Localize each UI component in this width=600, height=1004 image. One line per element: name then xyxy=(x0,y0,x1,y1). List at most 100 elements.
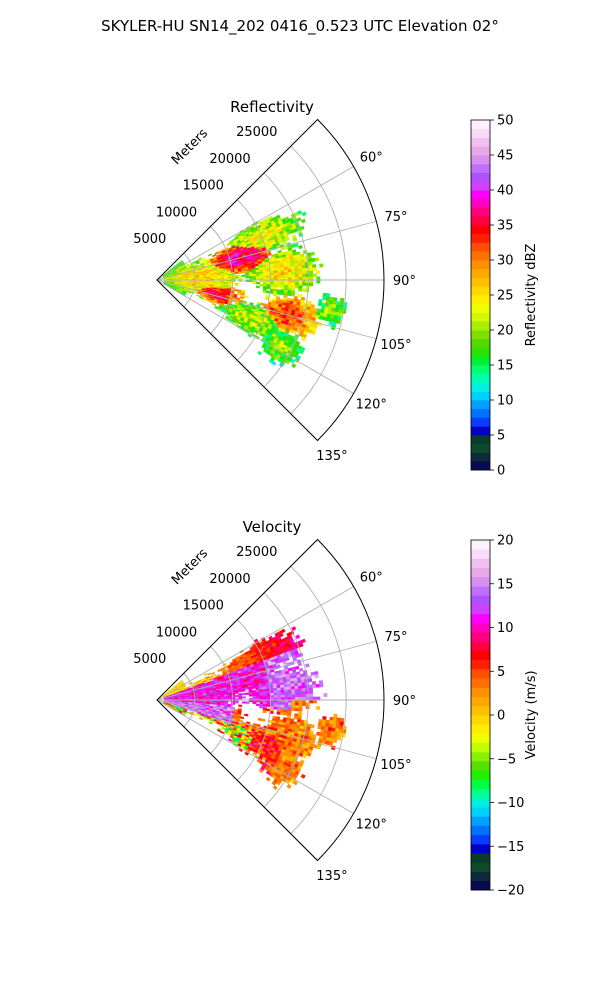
colorbar-segment xyxy=(471,641,490,651)
radar-gate xyxy=(309,268,313,271)
radar-gate xyxy=(301,683,305,686)
reflectivity-colorbar-label: Reflectivity dBZ xyxy=(524,244,539,347)
radar-gate xyxy=(263,274,267,276)
radar-gate xyxy=(288,283,292,286)
colorbar-tick-label: 0 xyxy=(497,709,505,724)
radar-gate xyxy=(231,287,235,289)
radar-gate xyxy=(208,673,212,676)
radial-tick-label: 15000 xyxy=(183,179,224,194)
radar-gate xyxy=(274,691,278,694)
colorbar-segment xyxy=(471,798,490,808)
radar-gate xyxy=(309,688,313,691)
velocity-panel: Velocity Meters 500010000150002000025000… xyxy=(133,518,539,899)
colorbar-tick-label: −5 xyxy=(497,752,516,767)
radar-gate xyxy=(273,786,278,790)
radar-gate xyxy=(317,745,321,749)
radar-gate xyxy=(253,274,257,276)
radar-gate xyxy=(309,694,313,697)
radar-gate xyxy=(235,702,239,704)
radar-gate xyxy=(294,243,298,247)
radar-gate xyxy=(298,245,302,249)
radar-gate xyxy=(306,286,310,289)
radar-gate xyxy=(278,282,282,285)
radar-gate xyxy=(211,672,215,675)
radar-gate xyxy=(267,696,271,698)
radar-gate xyxy=(238,690,242,692)
radar-gate xyxy=(302,283,306,286)
colorbar-segment xyxy=(471,724,490,734)
radar-gate xyxy=(299,668,303,672)
colorbar-tick-label: 35 xyxy=(497,219,514,234)
radar-gate xyxy=(311,724,315,728)
colorbar-tick-label: 5 xyxy=(497,665,505,680)
colorbar-segment xyxy=(471,706,490,716)
colorbar-segment xyxy=(471,853,490,863)
colorbar-segment xyxy=(471,278,490,287)
radar-gate xyxy=(319,680,323,684)
colorbar-segment xyxy=(471,391,490,400)
radar-gate xyxy=(295,272,299,275)
colorbar-tick-label: 25 xyxy=(497,289,514,304)
radar-gate xyxy=(305,664,309,668)
radar-gate xyxy=(253,276,257,278)
radar-gate xyxy=(270,282,274,284)
radar-gate xyxy=(299,283,303,286)
radar-gate xyxy=(310,277,314,280)
colorbar-tick-label: −20 xyxy=(497,884,524,899)
radar-gate xyxy=(308,679,312,683)
radar-gate xyxy=(280,292,284,295)
radar-gate xyxy=(323,293,327,297)
radar-gate xyxy=(274,702,278,704)
radar-gate xyxy=(277,268,281,271)
radar-gate xyxy=(277,273,281,276)
radar-gate xyxy=(277,707,281,710)
colorbar-segment xyxy=(471,260,490,269)
radar-gate xyxy=(288,705,292,708)
radar-gate xyxy=(317,280,321,283)
radar-gate xyxy=(277,688,281,691)
radar-gate xyxy=(334,714,338,718)
radar-gate xyxy=(340,298,344,302)
radar-gate xyxy=(212,674,216,677)
radar-gate xyxy=(291,708,295,711)
colorbar-segment xyxy=(471,752,490,762)
radar-gate xyxy=(295,708,299,711)
radar-gate xyxy=(299,274,303,277)
radar-gate xyxy=(337,736,341,740)
radar-gate xyxy=(253,702,257,704)
colorbar-segment xyxy=(471,216,490,225)
colorbar-tick-label: 30 xyxy=(497,254,514,269)
radial-tick-label: 5000 xyxy=(133,232,166,247)
angular-tick-label: 135° xyxy=(316,449,347,464)
radar-gate xyxy=(302,289,306,292)
colorbar-segment xyxy=(471,540,490,550)
colorbar-segment xyxy=(471,409,490,418)
radar-gate xyxy=(302,212,307,216)
radial-tick-label: 10000 xyxy=(156,205,197,220)
colorbar-segment xyxy=(471,632,490,642)
velocity-field xyxy=(163,626,347,790)
radar-gate xyxy=(263,710,267,713)
radar-gate xyxy=(312,258,316,262)
radar-gate xyxy=(288,703,292,706)
radial-tick-label: 20000 xyxy=(209,152,250,167)
radar-gate xyxy=(294,263,298,266)
colorbar-segment xyxy=(471,577,490,587)
radar-gate xyxy=(298,288,302,291)
radar-gate xyxy=(302,685,306,688)
colorbar-segment xyxy=(471,304,490,313)
colorbar-segment xyxy=(471,623,490,633)
radar-gate xyxy=(261,719,265,722)
colorbar-tick-label: 45 xyxy=(497,149,514,164)
velocity-title: Velocity xyxy=(243,518,302,536)
radar-gate xyxy=(301,219,305,223)
radar-gate xyxy=(277,690,281,693)
radial-tick-label: 20000 xyxy=(209,572,250,587)
radar-gate xyxy=(212,303,216,306)
colorbar-segment xyxy=(471,779,490,789)
radar-gate xyxy=(292,705,296,708)
radar-gate xyxy=(340,718,344,722)
angular-tick-label: 105° xyxy=(380,338,411,353)
colorbar-segment xyxy=(471,400,490,409)
colorbar-segment xyxy=(471,251,490,260)
